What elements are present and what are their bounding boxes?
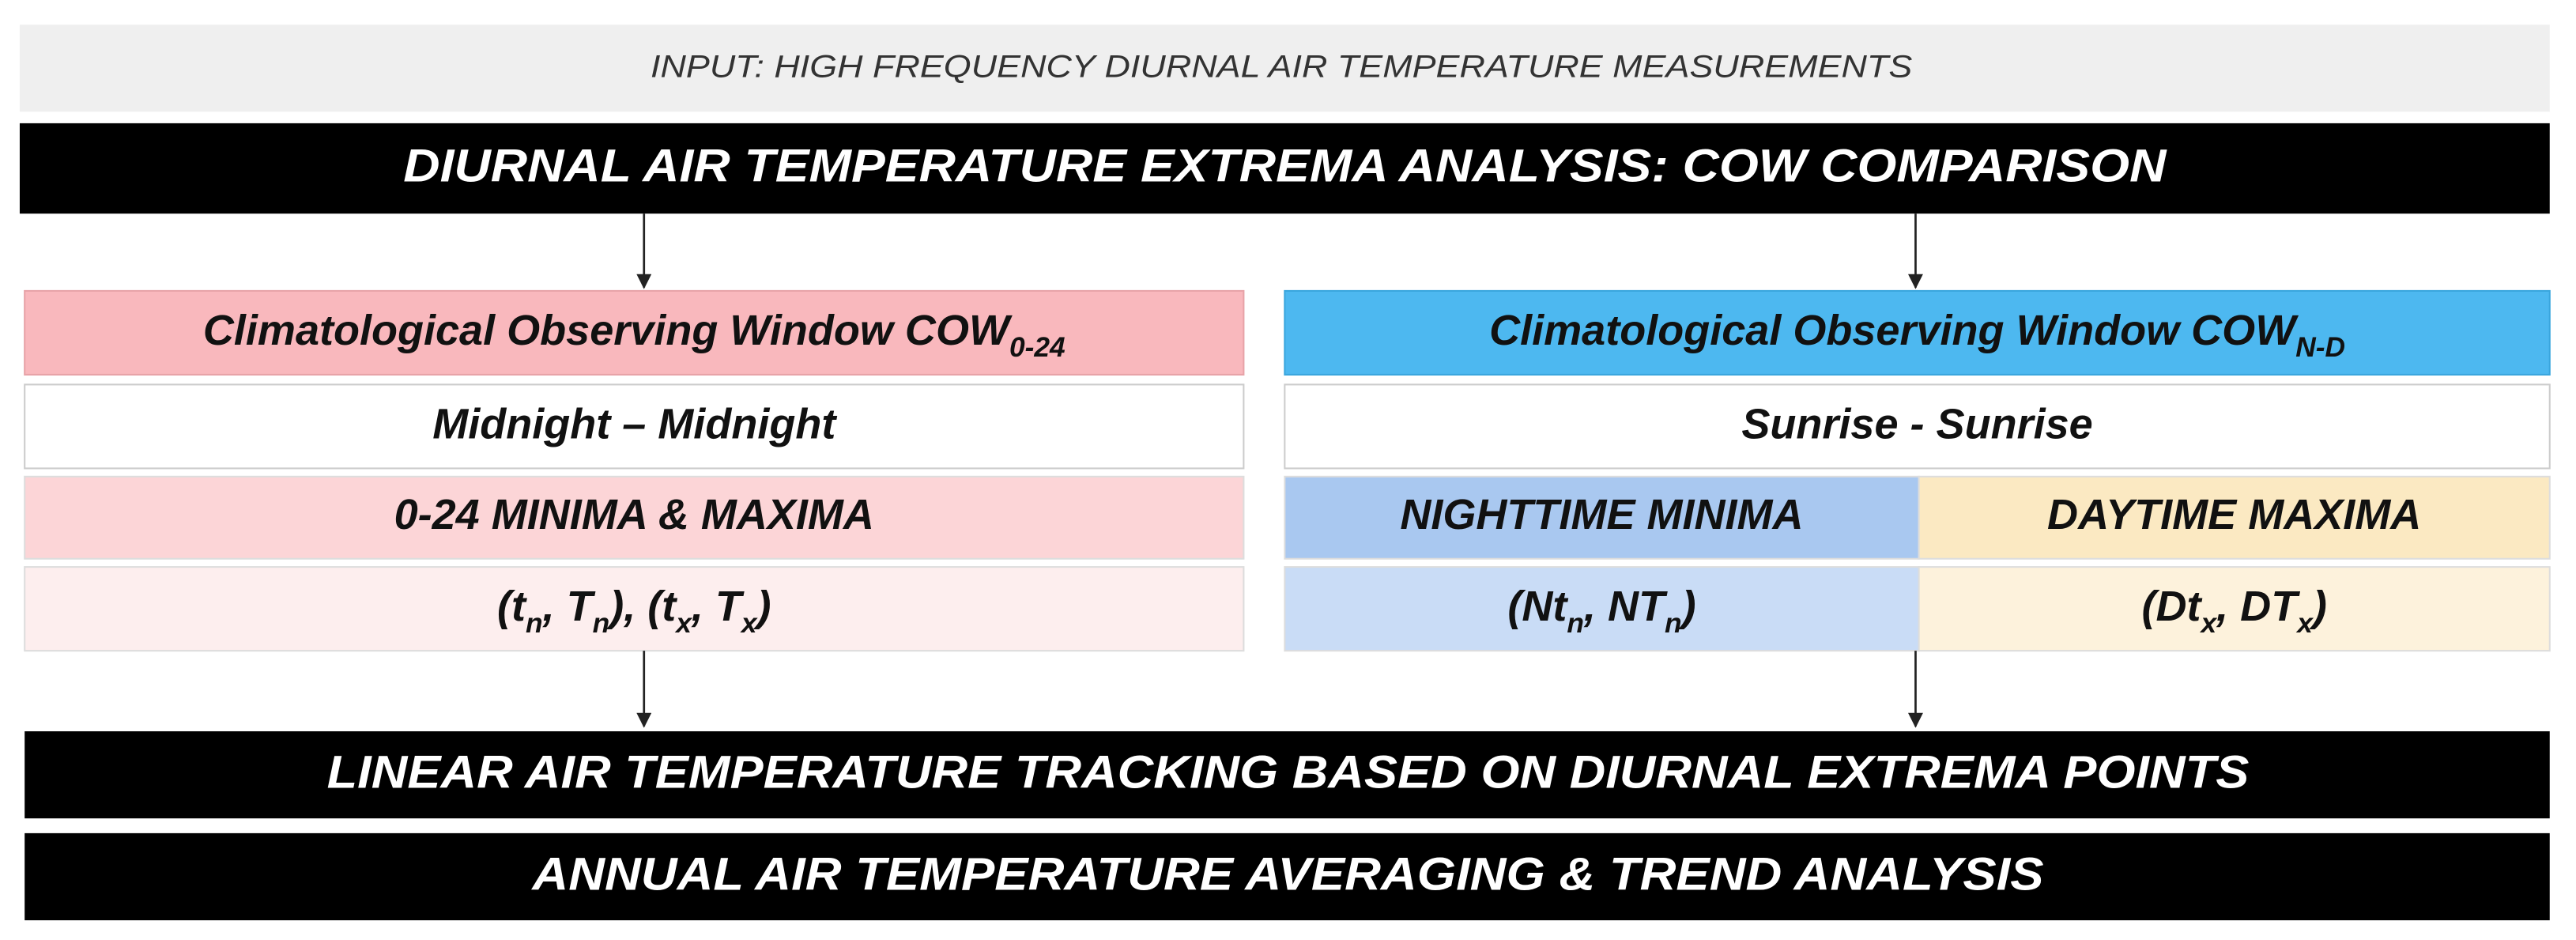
analysis-box bbox=[19, 123, 2550, 214]
text-part: , DT bbox=[2216, 583, 2300, 630]
text-part: (t bbox=[497, 583, 527, 630]
text-part: Climatological Observing Window COW bbox=[1489, 307, 2299, 354]
subscript: N-D bbox=[2295, 332, 2345, 363]
day-extrema-box bbox=[1918, 475, 2551, 560]
subscript: n bbox=[593, 608, 610, 639]
text-part: Climatological Observing Window COW bbox=[203, 307, 1013, 354]
text-part: , T bbox=[691, 583, 745, 630]
text-part: , NT bbox=[1583, 583, 1668, 630]
tracking-text: LINEAR AIR TEMPERATURE TRACKING BASED ON… bbox=[327, 747, 2250, 798]
left-extrema: 0-24 MINIMA & MAXIMA bbox=[394, 491, 874, 538]
subscript: x bbox=[2200, 608, 2218, 639]
day-formula-box bbox=[1918, 566, 2551, 652]
left-window-box bbox=[24, 383, 1245, 470]
subscript: 0-24 bbox=[1009, 332, 1065, 363]
analysis-text: DIURNAL AIR TEMPERATURE EXTREMA ANALYSIS… bbox=[403, 140, 2167, 191]
left-extrema-box bbox=[24, 475, 1245, 560]
subscript: x bbox=[674, 608, 692, 639]
right-title: Climatological Observing Window COWN-D bbox=[1489, 307, 2345, 363]
right-title-box bbox=[1284, 289, 2551, 376]
text-part: (Nt bbox=[1507, 583, 1568, 630]
averaging-box bbox=[25, 832, 2550, 921]
left-window: Midnight – Midnight bbox=[432, 401, 837, 448]
left-formula: (tn, Tn), (tx, Tx) bbox=[497, 583, 771, 639]
text-part: ) bbox=[1678, 583, 1696, 630]
right-window-box bbox=[1284, 383, 2551, 470]
left-formula-box bbox=[24, 566, 1245, 652]
input-text: INPUT: HIGH FREQUENCY DIURNAL AIR TEMPER… bbox=[651, 50, 1912, 85]
subscript: x bbox=[740, 608, 758, 639]
right-window: Sunrise - Sunrise bbox=[1741, 401, 2092, 448]
text-part: ) bbox=[753, 583, 771, 630]
day-extrema: DAYTIME MAXIMA bbox=[2047, 491, 2421, 538]
tracking-box bbox=[25, 731, 2550, 819]
text-part: ) bbox=[2309, 583, 2327, 630]
night-formula: (Ntn, NTn) bbox=[1507, 583, 1695, 639]
subscript: n bbox=[1567, 608, 1584, 639]
text-part: , T bbox=[542, 583, 596, 630]
subscript: n bbox=[1665, 608, 1682, 639]
subscript: x bbox=[2295, 608, 2314, 639]
left-title-box bbox=[24, 289, 1245, 376]
text-part: ), (t bbox=[605, 583, 677, 630]
night-extrema: NIGHTTIME MINIMA bbox=[1400, 491, 1803, 538]
day-formula: (Dtx, DTx) bbox=[2141, 583, 2326, 639]
subscript: n bbox=[526, 608, 543, 639]
text-part: (Dt bbox=[2141, 583, 2202, 630]
left-title: Climatological Observing Window COW0-24 bbox=[203, 307, 1065, 363]
night-extrema-box bbox=[1284, 475, 1920, 560]
input-box bbox=[19, 25, 2550, 112]
night-formula-box bbox=[1284, 566, 1920, 652]
averaging-text: ANNUAL AIR TEMPERATURE AVERAGING & TREND… bbox=[530, 848, 2044, 900]
